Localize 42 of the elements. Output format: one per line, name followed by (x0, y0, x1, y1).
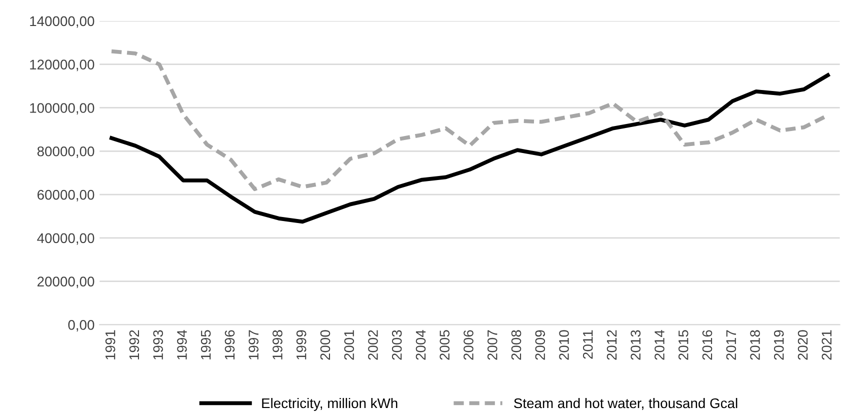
x-tick-label: 1991 (105, 330, 116, 360)
x-tick-label: 1992 (129, 330, 140, 360)
x-tick-label: 1998 (272, 330, 282, 360)
y-tick-label: 0,00 (68, 320, 94, 332)
y-tick-label: 120000,00 (30, 60, 94, 72)
x-tick-label: 2010 (559, 330, 569, 360)
x-tick-label: 2021 (822, 330, 832, 360)
x-tick-label: 2016 (702, 330, 712, 360)
y-tick-label: 100000,00 (30, 103, 94, 115)
x-tick-label: 2002 (368, 330, 378, 360)
x-tick-label: 2004 (416, 330, 426, 360)
x-tick-label: 2007 (487, 330, 498, 360)
x-tick-label: 2020 (798, 330, 808, 360)
x-tick-label: 2014 (654, 330, 664, 360)
x-tick-label: 2000 (320, 330, 330, 360)
x-tick-label: 1999 (296, 330, 306, 360)
x-tick-label: 2006 (464, 330, 474, 360)
x-tick-label: 1993 (153, 330, 164, 360)
y-tick-label: 60000,00 (38, 190, 94, 202)
legend-label: Steam and hot water, thousand Gcal (514, 398, 738, 410)
line-series (110, 73, 830, 224)
legend-label: Electricity, million kWh (262, 398, 398, 411)
x-tick-label: 2008 (511, 330, 522, 360)
x-tick-label: 2017 (726, 330, 736, 360)
x-tick-label: 2001 (344, 330, 354, 360)
y-tick-label: 40000,00 (37, 233, 94, 245)
x-tick-label: 2011 (582, 330, 593, 359)
x-tick-label: 2019 (774, 330, 784, 360)
x-tick-label: 1994 (177, 330, 187, 360)
y-tick-label: 20000,00 (38, 276, 94, 288)
x-tick-label: 1995 (200, 330, 211, 360)
x-tick-label: 2015 (678, 330, 688, 360)
y-tick-label: 80000,00 (37, 146, 94, 158)
y-tick-label: 140000,00 (30, 16, 94, 28)
x-tick-label: 1997 (248, 330, 259, 360)
x-tick-label: 2012 (606, 330, 617, 360)
x-tick-label: 2005 (440, 330, 450, 360)
x-tick-label: 2018 (750, 330, 760, 360)
x-tick-label: 2009 (535, 330, 546, 360)
x-tick-label: 2003 (392, 330, 402, 360)
x-tick-label: 1996 (224, 330, 235, 360)
x-tick-label: 2013 (630, 330, 641, 360)
